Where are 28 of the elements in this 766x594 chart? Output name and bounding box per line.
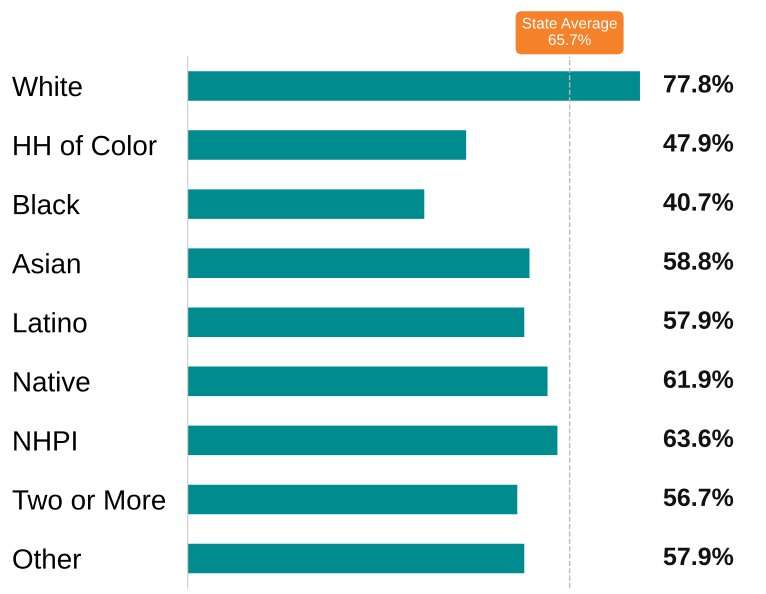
data-label: 56.7% bbox=[664, 488, 734, 506]
ref-line-label: State Average 65.7% bbox=[522, 18, 617, 46]
data-label: 58.8% bbox=[664, 252, 734, 270]
bar bbox=[188, 307, 524, 338]
bar bbox=[188, 71, 640, 101]
y-tick-label: Two or More bbox=[12, 490, 166, 510]
data-label: 40.7% bbox=[663, 193, 734, 211]
data-label: 47.9% bbox=[663, 134, 734, 152]
y-tick-label: Asian bbox=[12, 253, 80, 274]
data-label: 61.9% bbox=[664, 370, 734, 388]
bar bbox=[188, 189, 424, 219]
bar bbox=[188, 130, 466, 160]
y-tick-label: HH of Color bbox=[14, 134, 157, 156]
data-label: 57.9% bbox=[664, 548, 734, 566]
bar bbox=[188, 484, 518, 514]
data-label: 63.6% bbox=[664, 429, 734, 448]
y-tick-label: Other bbox=[13, 548, 81, 569]
y-tick-label: Latino bbox=[14, 312, 86, 333]
data-label: 77.8% bbox=[664, 74, 734, 93]
bar bbox=[188, 248, 530, 278]
y-tick-label: Native bbox=[14, 371, 90, 392]
data-label: 57.9% bbox=[664, 311, 734, 329]
y-tick-label: Black bbox=[14, 194, 80, 214]
bar bbox=[188, 366, 548, 396]
y-tick-label: NHPI bbox=[14, 431, 76, 450]
bar bbox=[188, 544, 524, 574]
bar bbox=[188, 426, 558, 456]
y-tick-label: White bbox=[12, 76, 82, 96]
